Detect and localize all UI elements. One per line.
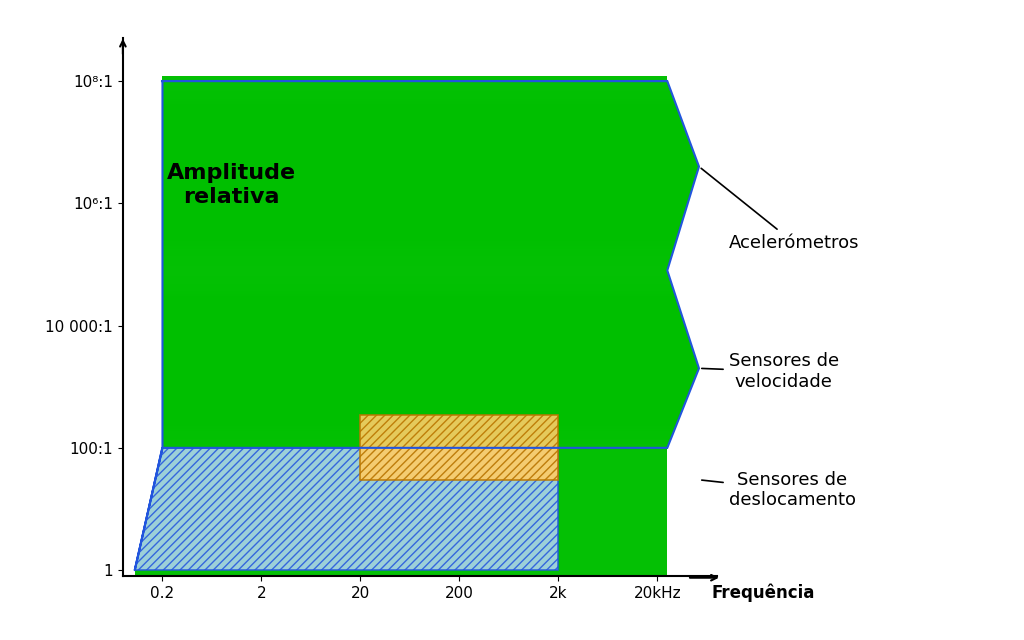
Text: Sensores de
velocidade: Sensores de velocidade — [701, 352, 839, 391]
Polygon shape — [135, 448, 558, 570]
Text: Acelerómetros: Acelerómetros — [701, 168, 859, 252]
Text: Sensores de
deslocamento: Sensores de deslocamento — [701, 470, 856, 509]
Text: Frequência: Frequência — [712, 584, 815, 602]
Bar — [360, 415, 558, 480]
Text: Amplitude
relativa: Amplitude relativa — [167, 163, 296, 207]
